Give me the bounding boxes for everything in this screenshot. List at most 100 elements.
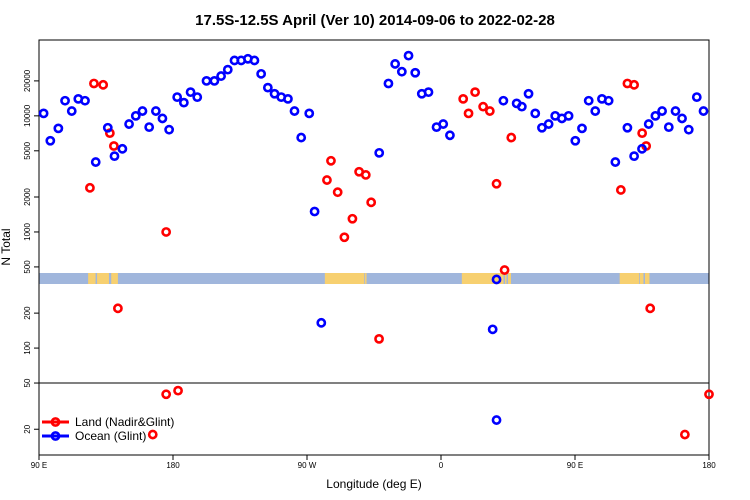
ocean-point [683,124,694,135]
land-point [374,333,384,344]
ocean-point [570,135,581,146]
y-axis-title: N Total [0,228,13,265]
land-point [470,87,480,98]
land-point [458,93,469,104]
land-point [322,175,332,185]
x-tick-label: 90 W [298,461,317,470]
land-point [347,213,358,224]
ocean-point [390,59,401,69]
land-point [147,429,158,440]
ocean-point [178,97,189,108]
ocean-point [445,130,455,141]
ocean-point [491,415,502,425]
series-ocean [38,50,709,425]
y-axis: 20 50 100 200 500 1000 2000 5000 10000 20000 [23,69,39,434]
ocean-point [137,106,148,116]
ocean-point [603,95,614,106]
ocean-point [45,135,56,146]
land-segment [505,273,507,284]
ocean-point [90,157,101,167]
land-segment [324,273,365,284]
ocean-point [577,123,587,134]
y-tick-label: 500 [23,260,32,274]
ocean-point [66,106,77,116]
land-point [463,108,474,119]
x-axis-title: Longitude (deg E) [326,477,421,491]
ocean-point [53,123,64,134]
series-land [85,78,714,440]
land-point [360,170,371,180]
land-point [484,106,495,116]
land-point [89,78,99,89]
ocean-point [410,67,421,78]
land-point [332,187,343,198]
ocean-point [657,106,667,116]
y-tick-label: 5000 [23,141,32,159]
ocean-point [102,122,113,133]
ocean-point [543,119,554,129]
ocean-point [622,122,633,133]
y-tick-label: 2000 [23,188,32,206]
ocean-point [396,66,407,77]
x-axis: 90 E 180 90 W 0 90 E 180 [31,455,716,470]
land-segment [619,273,640,284]
ocean-point [289,106,300,116]
land-point [615,185,626,195]
ocean-point [677,113,687,124]
ocean-point [516,101,527,112]
legend-marker-land [50,417,61,427]
ocean-point [185,87,196,98]
ocean-point [38,108,49,119]
land-point [161,227,172,237]
land-segment [644,273,650,284]
ocean-point [563,110,574,121]
ocean-point [80,95,90,106]
ocean-point [144,122,155,133]
land-point [173,385,183,396]
y-tick-label: 10000 [23,104,32,127]
ocean-point [209,75,220,86]
legend-label-land: Land (Nadir&Glint) [75,415,174,429]
ocean-band [39,273,709,284]
legend-label-ocean: Ocean (Glint) [75,429,146,443]
ocean-point [487,324,498,335]
land-segment [97,273,109,284]
y-tick-label: 20 [23,424,32,433]
land-point [113,303,123,314]
plot-area [38,39,710,456]
land-segment [111,273,118,284]
ocean-point [438,119,449,129]
ocean-point [383,78,394,89]
ocean-point [109,151,120,162]
ocean-point [124,119,134,129]
land-point [499,265,510,275]
ocean-point [249,55,260,66]
ocean-point [498,95,509,106]
ocean-point [590,106,601,116]
ocean-point [663,122,674,133]
land-segment [461,273,504,284]
land-segment [508,273,511,284]
land-point [326,155,336,166]
ocean-point [423,87,434,98]
ocean-point [164,124,175,135]
land-point [161,389,172,400]
y-tick-label: 50 [23,378,32,387]
land-point [491,178,502,189]
ocean-point [157,113,168,124]
ocean-point [403,50,414,61]
legend-item-land: Land (Nadir&Glint) [42,415,174,429]
ocean-point [309,206,320,217]
ocean-point [316,317,327,328]
ocean-point [60,95,70,106]
ocean-point [637,143,647,154]
ocean-point [583,95,594,106]
x-tick-label: 180 [702,461,716,470]
land-point [339,232,350,243]
x-tick-label: 90 E [31,461,47,470]
ocean-point [670,106,681,116]
land-segment [88,273,96,284]
land-point [679,429,690,440]
ocean-point [610,157,621,167]
